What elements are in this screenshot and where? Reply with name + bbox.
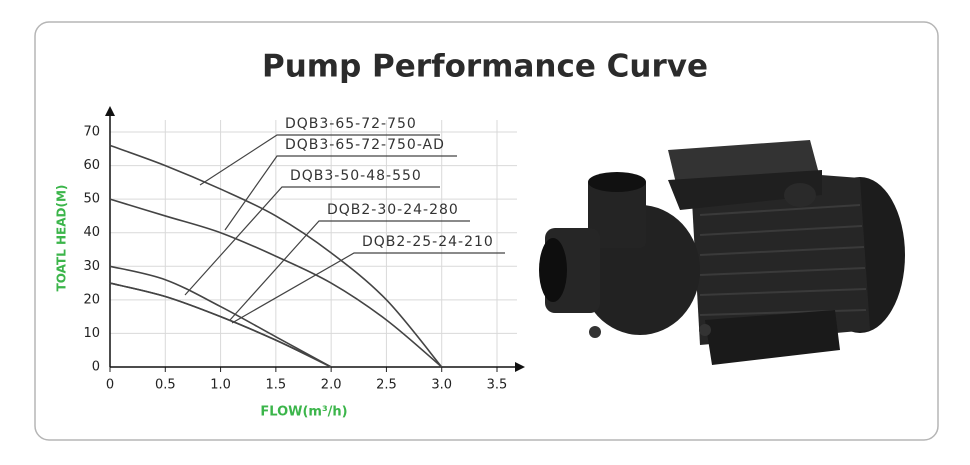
y-tick-label: 40 xyxy=(83,225,100,240)
legend-leader xyxy=(229,220,470,321)
x-tick-label: 1.5 xyxy=(266,378,287,393)
y-tick-label: 70 xyxy=(83,125,100,140)
x-axis-label: FLOW(m³/h) xyxy=(260,405,347,420)
legend-label: DQB3-50-48-550 xyxy=(290,168,422,184)
y-tick-label: 0 xyxy=(92,360,100,375)
legend-label: DQB3-65-72-750-AD xyxy=(285,137,445,153)
x-tick-label: 2.5 xyxy=(376,378,397,393)
x-tick-label: 3.0 xyxy=(431,378,452,393)
y-axis-label: TOATL HEAD(M) xyxy=(55,185,69,292)
pump-image xyxy=(539,140,905,365)
legend-leader xyxy=(231,252,505,324)
series-line xyxy=(109,198,443,368)
y-axis-arrow xyxy=(105,106,115,116)
x-tick-label: 0.5 xyxy=(155,378,176,393)
series-line xyxy=(109,144,443,368)
y-tick-label: 60 xyxy=(83,158,100,173)
series-line xyxy=(109,282,332,368)
series-line xyxy=(109,265,332,368)
legend-label: DQB2-25-24-210 xyxy=(362,234,494,250)
legend-leader xyxy=(224,155,457,231)
x-tick-label: 3.5 xyxy=(487,378,508,393)
chart-title: Pump Performance Curve xyxy=(262,49,708,85)
x-tick-label: 2.0 xyxy=(321,378,342,393)
legend-leader xyxy=(199,134,440,186)
legend-label: DQB3-65-72-750 xyxy=(285,116,417,132)
y-tick-label: 10 xyxy=(83,326,100,341)
x-tick-label: 0 xyxy=(106,378,114,393)
y-tick-label: 50 xyxy=(83,192,100,207)
legend-leader xyxy=(184,186,440,296)
y-tick-label: 30 xyxy=(83,259,100,274)
x-tick-label: 1.0 xyxy=(210,378,231,393)
legend-label: DQB2-30-24-280 xyxy=(327,202,459,218)
y-tick-label: 20 xyxy=(83,292,100,307)
x-axis-arrow xyxy=(515,362,525,372)
